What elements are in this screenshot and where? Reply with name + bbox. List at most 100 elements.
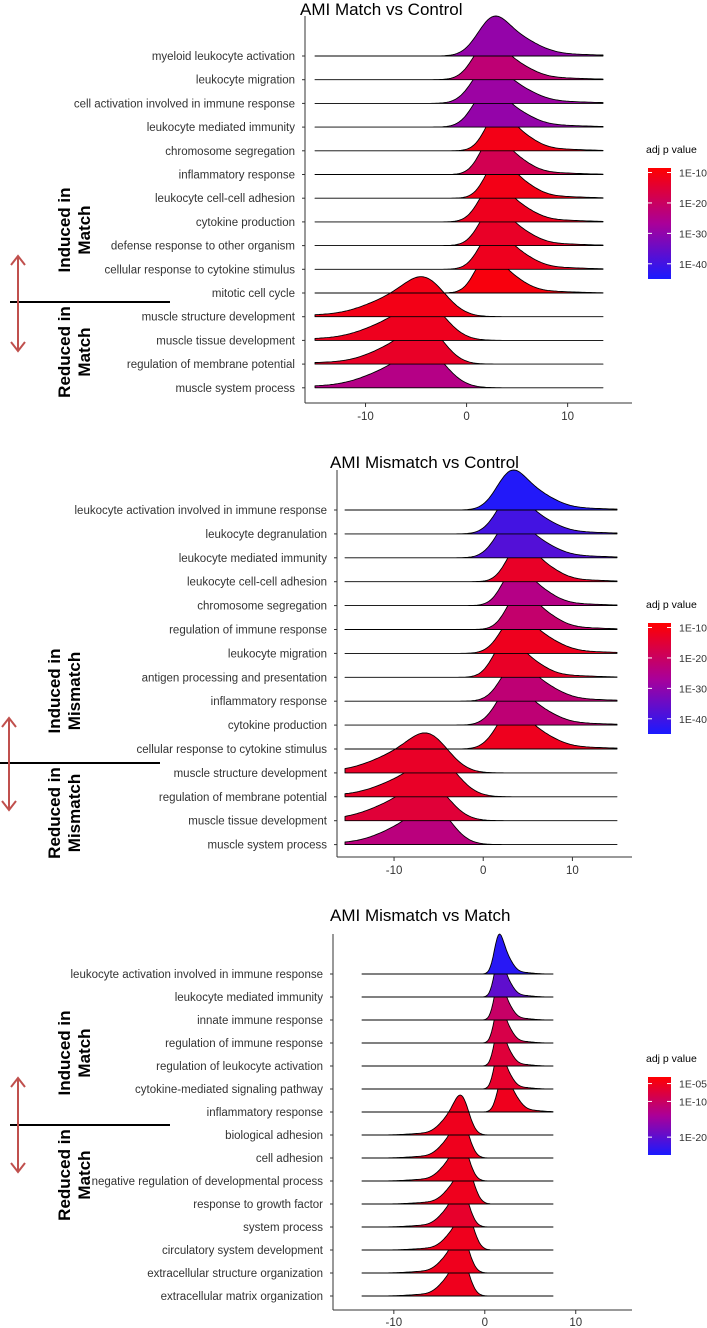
color-legend: adj p value 1E-10 1E-20 1E-30 1E-40	[646, 599, 707, 734]
term-label: leukocyte mediated immunity	[175, 992, 324, 1004]
term-label: regulation of membrane potential	[127, 359, 295, 371]
term-label: leukocyte activation involved in immune …	[71, 969, 324, 981]
reduced-side-label: Reduced inMismatch	[45, 767, 84, 859]
arrow-down-icon	[1, 800, 17, 812]
term-label: chromosome segregation	[197, 601, 327, 613]
arrow-down-icon	[10, 341, 26, 353]
ridge-density	[314, 252, 604, 294]
reduced-side-label-line: Reduced in	[55, 306, 74, 398]
term-label: myeloid leukocyte activation	[152, 51, 295, 63]
x-tick-label: -10	[357, 411, 374, 423]
term-label: cytokine-mediated signaling pathway	[135, 1084, 323, 1096]
x-tick-label: 10	[569, 1317, 582, 1328]
legend-tick-label: 1E-30	[679, 228, 707, 240]
x-tick-label: 0	[482, 1317, 488, 1328]
term-label: mitotic cell cycle	[212, 288, 295, 300]
color-legend: adj p value 1E-05 1E-10 1E-20	[646, 1053, 707, 1155]
ridge-density	[344, 756, 618, 798]
x-tick-label: 10	[566, 865, 579, 877]
ridge-density	[314, 228, 604, 270]
ridge-density	[314, 181, 604, 223]
legend-tick-label: 1E-40	[679, 714, 707, 726]
ridge-density	[314, 205, 604, 247]
ridge-density	[361, 1002, 554, 1044]
term-label: cell activation involved in immune respo…	[74, 98, 295, 110]
ridge-density	[344, 612, 618, 654]
term-label: leukocyte activation involved in immune …	[75, 505, 328, 517]
ridge-density	[314, 347, 604, 389]
ridge-density	[344, 493, 618, 535]
term-label: muscle structure development	[142, 312, 296, 324]
term-label: regulation of immune response	[169, 625, 327, 637]
term-label: regulation of immune response	[165, 1038, 323, 1050]
ridge-density	[314, 276, 604, 318]
term-label: regulation of leukocyte activation	[156, 1061, 323, 1073]
term-label: inflammatory response	[179, 170, 295, 182]
term-label: cell adhesion	[256, 1153, 323, 1165]
legend-tick-label: 1E-10	[679, 1096, 707, 1108]
reduced-side-label-line: Reduced in	[55, 1129, 74, 1221]
ridgeline-panel: AMI Mismatch vs Match -10 0 10 leukocyte act…	[10, 906, 707, 1328]
term-label: leukocyte migration	[196, 75, 295, 87]
panel-title: AMI Match vs Control	[300, 0, 463, 19]
x-tick-label: -10	[386, 1317, 403, 1328]
term-label: negative regulation of developmental pro…	[92, 1176, 324, 1188]
x-tick-label: -10	[386, 865, 403, 877]
ridge-density	[314, 15, 604, 57]
induced-side-label-line: Induced in	[55, 188, 74, 273]
panel-title: AMI Mismatch vs Match	[330, 906, 510, 925]
legend-title: adj p value	[646, 1053, 697, 1065]
ridge-density	[361, 1094, 554, 1136]
term-label: muscle structure development	[174, 768, 328, 780]
term-label: circulatory system development	[162, 1245, 324, 1257]
legend-tick-label: 1E-20	[679, 198, 707, 210]
term-label: leukocyte mediated immunity	[179, 553, 328, 565]
reduced-side-label-line: Match	[75, 1150, 94, 1199]
legend-title: adj p value	[646, 144, 697, 156]
ridge-density	[344, 589, 618, 630]
reduced-side-label-line: Mismatch	[65, 774, 84, 852]
ridge-density	[314, 134, 604, 175]
ridge-density	[344, 469, 618, 511]
legend-tick-label: 1E-20	[679, 1132, 707, 1144]
ridge-density	[344, 517, 618, 559]
ridge-density	[344, 565, 618, 607]
induced-side-label-line: Match	[75, 205, 94, 254]
ridgeline-panel: AMI Mismatch vs Control -10 0 10 leukocyte a…	[0, 453, 707, 877]
term-label: innate immune response	[197, 1015, 323, 1027]
term-label: antigen processing and presentation	[142, 672, 327, 684]
induced-side-label-line: Induced in	[45, 649, 64, 734]
x-tick-label: 0	[463, 411, 469, 423]
term-label: biological adhesion	[225, 1130, 323, 1142]
term-label: muscle tissue development	[188, 816, 328, 828]
term-label: defense response to other organism	[111, 241, 295, 253]
term-label: muscle system process	[175, 383, 295, 395]
reduced-side-label: Reduced inMatch	[55, 1129, 94, 1221]
term-label: extracellular structure organization	[147, 1268, 323, 1280]
term-label: extracellular matrix organization	[161, 1291, 323, 1303]
legend-tick-label: 1E-10	[679, 623, 707, 635]
ridge-density	[344, 684, 618, 726]
term-label: muscle tissue development	[156, 335, 296, 347]
ridge-density	[344, 541, 618, 583]
legend-colorbar	[648, 1077, 671, 1155]
legend-tick-label: 1E-05	[679, 1079, 707, 1091]
legend-title: adj p value	[646, 599, 697, 611]
ridge-density	[361, 1048, 554, 1090]
term-label: inflammatory response	[207, 1107, 323, 1119]
legend-tick-label: 1E-10	[679, 168, 707, 180]
x-tick-label: 0	[480, 865, 486, 877]
term-label: inflammatory response	[211, 696, 327, 708]
term-label: leukocyte migration	[228, 648, 327, 660]
ridge-density	[314, 110, 604, 152]
legend-tick-label: 1E-30	[679, 683, 707, 695]
ridge-density	[344, 636, 618, 678]
term-label: cellular response to cytokine stimulus	[137, 744, 328, 756]
ridge-density	[344, 660, 618, 702]
term-label: response to growth factor	[193, 1199, 323, 1211]
ridge-density	[361, 1025, 554, 1067]
induced-side-label: Induced inMismatch	[45, 649, 84, 734]
arrow-up-icon	[1, 716, 17, 728]
